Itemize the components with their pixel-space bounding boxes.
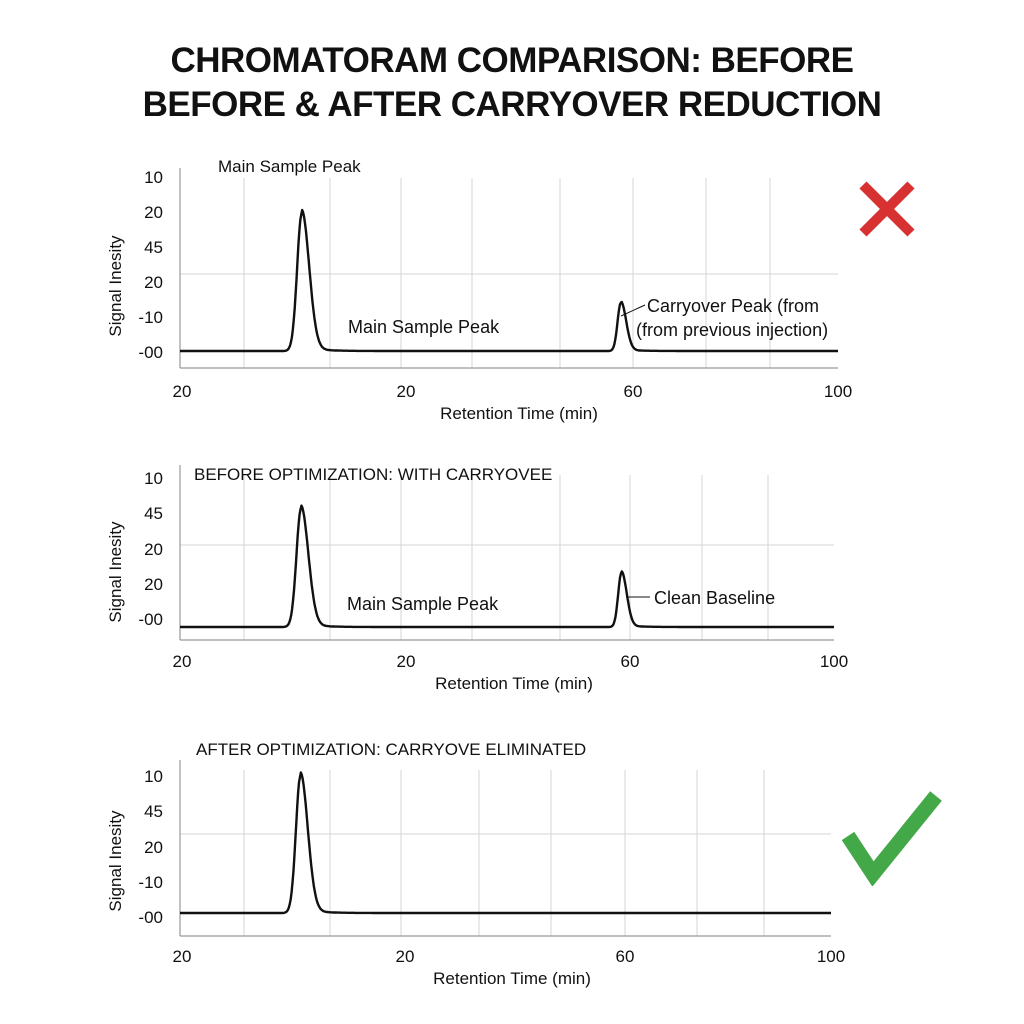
y-tick-label: 20 xyxy=(144,273,163,292)
x-axis-title: Retention Time (min) xyxy=(440,404,598,423)
y-tick-label: -10 xyxy=(138,873,163,892)
carryover-annotation-line-2: (from previous injection) xyxy=(636,320,828,340)
y-tick-label: 10 xyxy=(144,767,163,786)
y-tick-label: 45 xyxy=(144,802,163,821)
x-tick-label: 100 xyxy=(820,652,848,671)
y-tick-label: -00 xyxy=(138,343,163,362)
main-peak-annotation: Main Sample Peak xyxy=(348,317,500,337)
y-tick-label: 45 xyxy=(144,238,163,257)
x-tick-label: 20 xyxy=(397,382,416,401)
x-tick-label: 60 xyxy=(621,652,640,671)
y-axis-title: Signal Inesity xyxy=(106,521,125,623)
chart-gridlines xyxy=(180,475,834,640)
carryover-annotation-leader xyxy=(620,304,646,317)
page-title-line-1: CHROMATORAM COMPARISON: BEFORE xyxy=(170,41,854,80)
main-peak-annotation: Main Sample Peak xyxy=(347,594,499,614)
x-tick-label: 60 xyxy=(616,947,635,966)
y-tick-labels: 10 45 20 20 -00 xyxy=(138,469,163,629)
y-tick-label: -10 xyxy=(138,308,163,327)
chart-heading: AFTER OPTIMIZATION: CARRYOVE ELIMINATED xyxy=(196,740,586,759)
y-axis-title: Signal Inesity xyxy=(106,810,125,912)
y-tick-label: 45 xyxy=(144,504,163,523)
y-tick-labels: 10 45 20 -10 -00 xyxy=(138,767,163,927)
y-tick-label: 20 xyxy=(144,838,163,857)
chromatogram-trace xyxy=(179,504,835,629)
y-tick-label: -00 xyxy=(138,908,163,927)
chart-heading: Main Sample Peak xyxy=(218,157,361,176)
y-tick-label: 10 xyxy=(144,168,163,187)
chart-panel-1: Main Sample Peak 10 20 45 20 -10 -00 20 20 60 10… xyxy=(106,157,853,423)
chart-axes xyxy=(179,760,831,937)
x-tick-label: 20 xyxy=(396,947,415,966)
y-tick-labels: 10 20 45 20 -10 -00 xyxy=(138,168,163,362)
x-tick-label: 20 xyxy=(173,382,192,401)
x-tick-labels: 20 20 60 100 xyxy=(173,652,849,671)
y-axis-title: Signal Inesity xyxy=(106,235,125,337)
carryover-annotation-line-1: Carryover Peak (from xyxy=(647,296,819,316)
x-tick-label: 100 xyxy=(817,947,845,966)
chart-gridlines xyxy=(180,770,831,936)
chart-heading: BEFORE OPTIMIZATION: WITH CARRYOVEE xyxy=(194,465,552,484)
y-tick-label: -00 xyxy=(138,610,163,629)
x-tick-label: 20 xyxy=(173,947,192,966)
x-axis-title: Retention Time (min) xyxy=(435,674,593,693)
page-title-line-2: BEFORE & AFTER CARRYOVER REDUCTION xyxy=(142,85,882,124)
baseline-annotation: Clean Baseline xyxy=(654,588,775,608)
chart-gridlines xyxy=(180,178,838,368)
x-tick-labels: 20 20 60 100 xyxy=(173,947,846,966)
check-icon xyxy=(841,791,942,886)
chart-axes xyxy=(179,168,838,369)
x-tick-label: 100 xyxy=(824,382,852,401)
x-axis-title: Retention Time (min) xyxy=(433,969,591,988)
y-tick-label: 20 xyxy=(144,540,163,559)
chart-panel-3: AFTER OPTIMIZATION: CARRYOVE ELIMINATED … xyxy=(106,740,846,988)
chart-panel-2: BEFORE OPTIMIZATION: WITH CARRYOVEE 10 45… xyxy=(106,465,849,693)
chromatogram-trace xyxy=(179,208,839,353)
y-tick-label: 10 xyxy=(144,469,163,488)
cross-icon xyxy=(859,181,915,237)
y-tick-label: 20 xyxy=(144,575,163,594)
x-tick-label: 20 xyxy=(397,652,416,671)
chromatogram-trace xyxy=(179,771,832,915)
y-tick-label: 20 xyxy=(144,203,163,222)
x-tick-label: 60 xyxy=(624,382,643,401)
x-tick-labels: 20 20 60 100 xyxy=(173,382,853,401)
chart-axes xyxy=(179,465,834,641)
x-tick-label: 20 xyxy=(173,652,192,671)
